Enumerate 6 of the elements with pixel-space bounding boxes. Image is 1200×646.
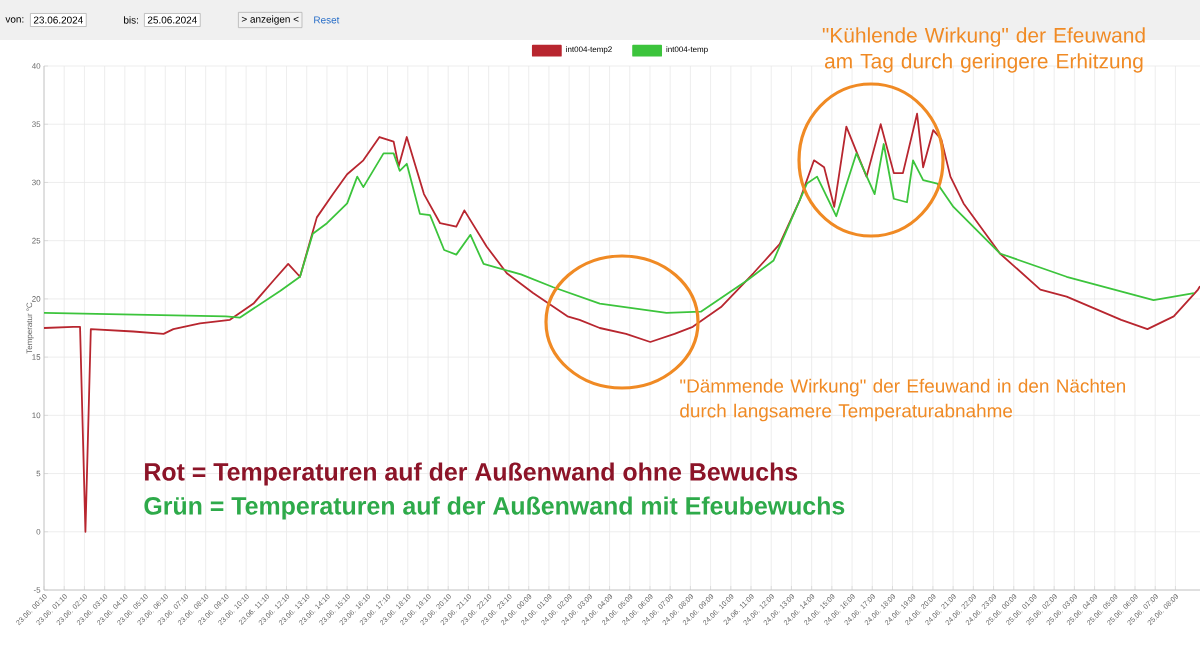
annotation: "Dämmende Wirkung" der Efeuwand in den Nächten durch langsamere Temperaturabnahme (680, 378, 1126, 422)
annotation: Grün = Temperaturen auf der Außenwand mit Efeubewuchs (144, 496, 845, 520)
line-series (44, 112, 1200, 533)
annotation: "Kühlende Wirkung" der Efeuwand am Tag durch geringere Erhitzung (822, 27, 1145, 73)
line-series (44, 143, 1195, 319)
annotation: Rot = Temperaturen auf der Außenwand ohne Bewuchs (145, 462, 798, 486)
